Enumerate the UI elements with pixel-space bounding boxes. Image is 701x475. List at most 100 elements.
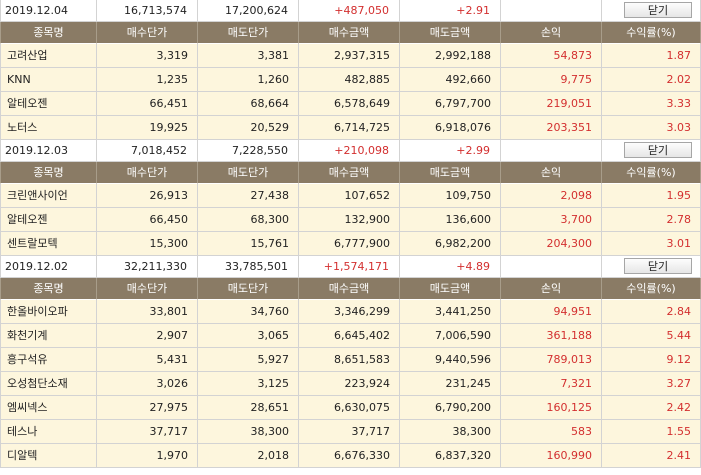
- cell-sell-price: 15,761: [198, 232, 299, 256]
- summary-date: 2019.12.03: [0, 140, 97, 162]
- cell-sell-price: 28,651: [198, 396, 299, 420]
- table-row[interactable]: KNN 1,235 1,260 482,885 492,660 9,775 2.…: [0, 68, 701, 92]
- cell-buy-price: 26,913: [97, 184, 198, 208]
- cell-sell-price: 2,018: [198, 444, 299, 468]
- table-row[interactable]: 테스나 37,717 38,300 37,717 38,300 583 1.55: [0, 420, 701, 444]
- day-section: 2019.12.02 32,211,330 33,785,501 +1,574,…: [0, 256, 701, 468]
- table-row[interactable]: 노터스 19,925 20,529 6,714,725 6,918,076 20…: [0, 116, 701, 140]
- cell-buy-price: 27,975: [97, 396, 198, 420]
- table-row[interactable]: 센트랄모텍 15,300 15,761 6,777,900 6,982,200 …: [0, 232, 701, 256]
- table-row[interactable]: 엠씨넥스 27,975 28,651 6,630,075 6,790,200 1…: [0, 396, 701, 420]
- table-row[interactable]: 크린앤사이언 26,913 27,438 107,652 109,750 2,0…: [0, 184, 701, 208]
- cell-stock-name: 흥구석유: [0, 348, 97, 372]
- cell-buy-price: 33,801: [97, 300, 198, 324]
- cell-return-rate: 2.84: [602, 300, 701, 324]
- close-button[interactable]: 닫기: [624, 142, 692, 158]
- cell-sell-amount: 109,750: [400, 184, 501, 208]
- table-row[interactable]: 흥구석유 5,431 5,927 8,651,583 9,440,596 789…: [0, 348, 701, 372]
- cell-sell-price: 34,760: [198, 300, 299, 324]
- header-sell-amount: 매도금액: [400, 278, 501, 300]
- cell-buy-amount: 6,777,900: [299, 232, 400, 256]
- cell-profit: 9,775: [501, 68, 602, 92]
- header-stock-name: 종목명: [0, 22, 97, 44]
- cell-buy-price: 3,319: [97, 44, 198, 68]
- cell-buy-amount: 6,645,402: [299, 324, 400, 348]
- cell-stock-name: 크린앤사이언: [0, 184, 97, 208]
- cell-profit: 203,351: [501, 116, 602, 140]
- cell-buy-price: 66,451: [97, 92, 198, 116]
- cell-sell-amount: 3,441,250: [400, 300, 501, 324]
- cell-buy-amount: 6,676,330: [299, 444, 400, 468]
- table-header: 종목명 매수단가 매도단가 매수금액 매도금액 손익 수익률(%): [0, 162, 701, 184]
- cell-buy-price: 3,026: [97, 372, 198, 396]
- summary-rate-total: +2.91: [400, 0, 501, 22]
- cell-buy-amount: 6,630,075: [299, 396, 400, 420]
- cell-buy-amount: 2,937,315: [299, 44, 400, 68]
- cell-sell-amount: 6,790,200: [400, 396, 501, 420]
- summary-profit-total: +1,574,171: [299, 256, 400, 278]
- cell-sell-price: 3,125: [198, 372, 299, 396]
- cell-profit: 2,098: [501, 184, 602, 208]
- cell-sell-amount: 38,300: [400, 420, 501, 444]
- close-button[interactable]: 닫기: [624, 258, 692, 274]
- header-stock-name: 종목명: [0, 162, 97, 184]
- cell-buy-amount: 8,651,583: [299, 348, 400, 372]
- cell-stock-name: 알테오젠: [0, 92, 97, 116]
- cell-buy-price: 5,431: [97, 348, 198, 372]
- summary-date: 2019.12.02: [0, 256, 97, 278]
- cell-buy-price: 1,970: [97, 444, 198, 468]
- cell-buy-price: 37,717: [97, 420, 198, 444]
- cell-buy-amount: 482,885: [299, 68, 400, 92]
- summary-button-cell: 닫기: [602, 140, 701, 162]
- header-return-rate: 수익률(%): [602, 162, 701, 184]
- summary-empty-cell: [501, 0, 602, 22]
- cell-return-rate: 2.78: [602, 208, 701, 232]
- cell-buy-amount: 6,714,725: [299, 116, 400, 140]
- cell-profit: 160,125: [501, 396, 602, 420]
- cell-return-rate: 5.44: [602, 324, 701, 348]
- cell-return-rate: 3.01: [602, 232, 701, 256]
- header-buy-price: 매수단가: [97, 162, 198, 184]
- header-sell-amount: 매도금액: [400, 22, 501, 44]
- cell-return-rate: 3.33: [602, 92, 701, 116]
- cell-sell-price: 1,260: [198, 68, 299, 92]
- summary-buy-total: 7,018,452: [97, 140, 198, 162]
- day-summary-row: 2019.12.03 7,018,452 7,228,550 +210,098 …: [0, 140, 701, 162]
- table-row[interactable]: 한올바이오파 33,801 34,760 3,346,299 3,441,250…: [0, 300, 701, 324]
- cell-profit: 3,700: [501, 208, 602, 232]
- day-section: 2019.12.04 16,713,574 17,200,624 +487,05…: [0, 0, 701, 140]
- cell-profit: 204,300: [501, 232, 602, 256]
- cell-sell-price: 38,300: [198, 420, 299, 444]
- cell-return-rate: 3.27: [602, 372, 701, 396]
- cell-sell-amount: 231,245: [400, 372, 501, 396]
- summary-rate-total: +2.99: [400, 140, 501, 162]
- cell-return-rate: 9.12: [602, 348, 701, 372]
- header-profit: 손익: [501, 22, 602, 44]
- table-row[interactable]: 알테오젠 66,451 68,664 6,578,649 6,797,700 2…: [0, 92, 701, 116]
- cell-buy-price: 66,450: [97, 208, 198, 232]
- table-row[interactable]: 고려산업 3,319 3,381 2,937,315 2,992,188 54,…: [0, 44, 701, 68]
- cell-profit: 361,188: [501, 324, 602, 348]
- cell-stock-name: 엠씨넥스: [0, 396, 97, 420]
- cell-sell-price: 27,438: [198, 184, 299, 208]
- cell-return-rate: 1.95: [602, 184, 701, 208]
- table-header: 종목명 매수단가 매도단가 매수금액 매도금액 손익 수익률(%): [0, 22, 701, 44]
- header-stock-name: 종목명: [0, 278, 97, 300]
- header-sell-amount: 매도금액: [400, 162, 501, 184]
- header-return-rate: 수익률(%): [602, 278, 701, 300]
- table-row[interactable]: 오성첨단소재 3,026 3,125 223,924 231,245 7,321…: [0, 372, 701, 396]
- cell-sell-price: 5,927: [198, 348, 299, 372]
- header-profit: 손익: [501, 278, 602, 300]
- cell-sell-price: 3,065: [198, 324, 299, 348]
- header-buy-price: 매수단가: [97, 22, 198, 44]
- table-row[interactable]: 디알텍 1,970 2,018 6,676,330 6,837,320 160,…: [0, 444, 701, 468]
- cell-return-rate: 1.55: [602, 420, 701, 444]
- cell-profit: 7,321: [501, 372, 602, 396]
- cell-stock-name: 노터스: [0, 116, 97, 140]
- cell-buy-price: 1,235: [97, 68, 198, 92]
- table-row[interactable]: 알테오젠 66,450 68,300 132,900 136,600 3,700…: [0, 208, 701, 232]
- summary-buy-total: 32,211,330: [97, 256, 198, 278]
- table-row[interactable]: 화천기계 2,907 3,065 6,645,402 7,006,590 361…: [0, 324, 701, 348]
- close-button[interactable]: 닫기: [624, 2, 692, 18]
